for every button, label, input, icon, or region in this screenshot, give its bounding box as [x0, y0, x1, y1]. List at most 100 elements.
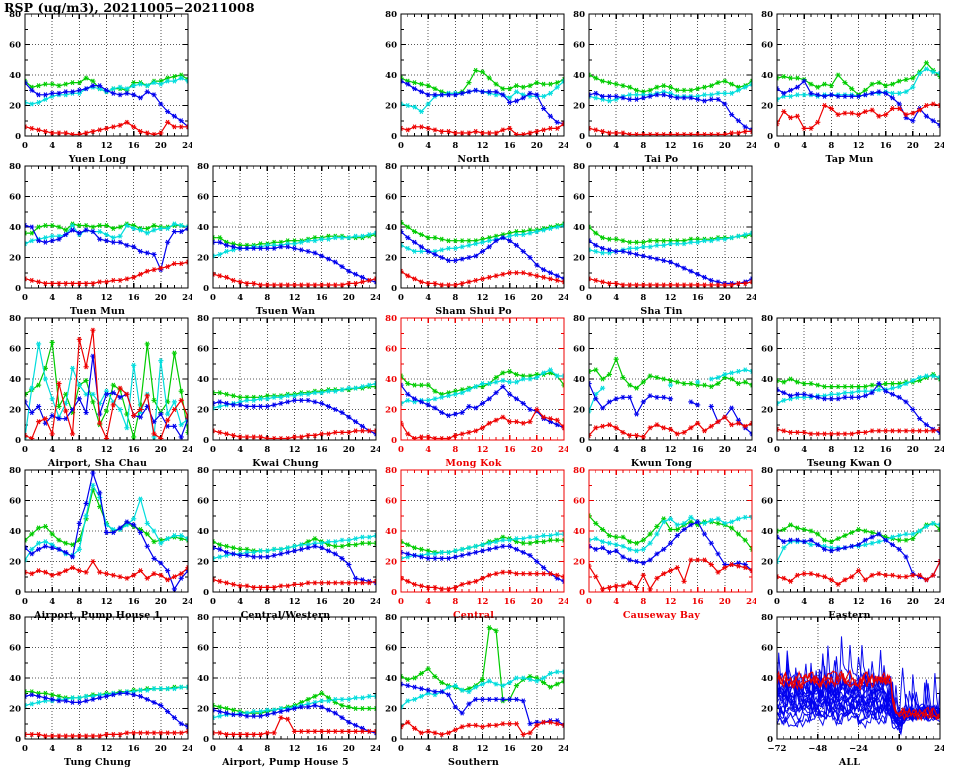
svg-text:0: 0 [398, 141, 404, 151]
svg-text:0: 0 [767, 132, 773, 142]
svg-text:80: 80 [9, 314, 21, 324]
svg-text:12: 12 [101, 293, 113, 303]
svg-text:8: 8 [452, 293, 458, 303]
svg-text:16: 16 [880, 141, 892, 151]
svg-text:4: 4 [49, 445, 55, 455]
svg-text:0: 0 [203, 284, 209, 294]
svg-text:60: 60 [385, 193, 397, 203]
svg-text:0: 0 [586, 293, 592, 303]
svg-text:80: 80 [761, 10, 773, 20]
svg-text:16: 16 [316, 445, 328, 455]
svg-text:40: 40 [197, 375, 209, 385]
svg-text:0: 0 [210, 293, 216, 303]
svg-text:60: 60 [573, 193, 585, 203]
svg-text:8: 8 [640, 445, 646, 455]
svg-text:40: 40 [573, 375, 585, 385]
svg-text:8: 8 [264, 293, 270, 303]
svg-text:0: 0 [15, 436, 21, 446]
svg-text:20: 20 [9, 102, 21, 112]
svg-text:16: 16 [692, 141, 704, 151]
svg-text:80: 80 [573, 10, 585, 20]
svg-text:20: 20 [385, 406, 397, 416]
svg-text:8: 8 [640, 293, 646, 303]
svg-text:0: 0 [203, 436, 209, 446]
svg-text:12: 12 [101, 445, 113, 455]
svg-text:20: 20 [155, 445, 167, 455]
svg-text:4: 4 [49, 141, 55, 151]
svg-text:40: 40 [573, 71, 585, 81]
svg-text:40: 40 [385, 223, 397, 233]
panel-title: ALL [755, 757, 944, 768]
svg-text:4: 4 [613, 445, 619, 455]
svg-text:12: 12 [101, 141, 113, 151]
svg-text:0: 0 [579, 436, 585, 446]
svg-text:20: 20 [531, 141, 543, 151]
svg-text:60: 60 [761, 345, 773, 355]
svg-text:0: 0 [398, 293, 404, 303]
svg-text:80: 80 [197, 314, 209, 324]
svg-text:40: 40 [9, 223, 21, 233]
svg-text:20: 20 [719, 445, 731, 455]
svg-text:4: 4 [237, 445, 243, 455]
svg-text:16: 16 [504, 445, 516, 455]
svg-text:80: 80 [761, 314, 773, 324]
svg-text:0: 0 [22, 445, 28, 455]
svg-text:20: 20 [343, 445, 355, 455]
svg-text:80: 80 [385, 10, 397, 20]
svg-text:12: 12 [665, 445, 677, 455]
svg-text:0: 0 [579, 132, 585, 142]
svg-text:60: 60 [9, 345, 21, 355]
svg-text:20: 20 [573, 406, 585, 416]
svg-text:20: 20 [907, 141, 919, 151]
svg-text:20: 20 [343, 293, 355, 303]
svg-text:8: 8 [452, 141, 458, 151]
svg-text:24: 24 [746, 293, 756, 303]
panel-title: Tap Mun [755, 154, 944, 165]
svg-text:40: 40 [385, 375, 397, 385]
svg-text:8: 8 [264, 445, 270, 455]
svg-text:4: 4 [613, 293, 619, 303]
svg-text:12: 12 [289, 293, 301, 303]
svg-text:12: 12 [853, 445, 865, 455]
svg-text:4: 4 [425, 293, 431, 303]
svg-text:8: 8 [828, 141, 834, 151]
svg-text:60: 60 [761, 41, 773, 51]
svg-text:40: 40 [385, 71, 397, 81]
svg-text:16: 16 [128, 141, 140, 151]
svg-text:24: 24 [182, 141, 192, 151]
svg-text:16: 16 [504, 293, 516, 303]
svg-text:16: 16 [128, 293, 140, 303]
svg-text:0: 0 [579, 284, 585, 294]
svg-text:4: 4 [801, 141, 807, 151]
svg-text:20: 20 [385, 102, 397, 112]
panel-title: Southern [379, 757, 568, 768]
svg-text:60: 60 [385, 41, 397, 51]
svg-text:40: 40 [573, 223, 585, 233]
svg-text:80: 80 [197, 162, 209, 172]
svg-text:20: 20 [573, 102, 585, 112]
svg-text:16: 16 [692, 445, 704, 455]
svg-text:8: 8 [640, 141, 646, 151]
svg-text:12: 12 [665, 141, 677, 151]
svg-text:8: 8 [452, 445, 458, 455]
svg-text:60: 60 [573, 345, 585, 355]
svg-text:40: 40 [9, 375, 21, 385]
svg-text:60: 60 [9, 193, 21, 203]
svg-text:20: 20 [573, 254, 585, 264]
svg-text:4: 4 [49, 293, 55, 303]
